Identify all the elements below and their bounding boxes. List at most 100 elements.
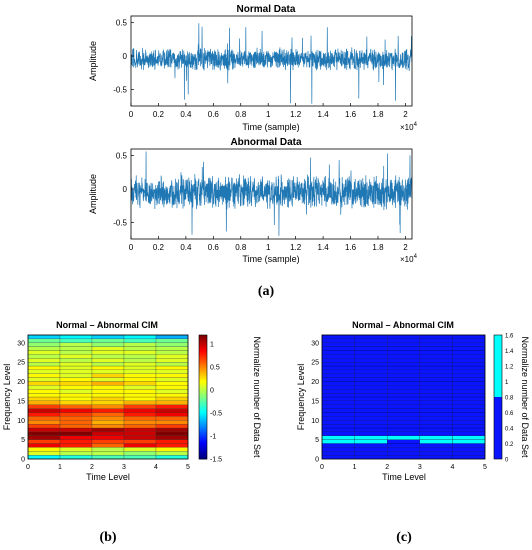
- heatmap-cell: [27, 373, 61, 378]
- chart-title: Abnormal Data: [230, 137, 302, 148]
- heatmap-cell: [321, 412, 355, 417]
- colorbar-segment: [199, 438, 207, 441]
- x-exponent: ×104: [400, 122, 418, 132]
- heatmap-cell: [91, 350, 125, 355]
- heatmap-cell: [452, 362, 486, 367]
- heatmap-cell: [91, 435, 125, 440]
- caption-a: (a): [258, 284, 275, 299]
- colorbar-segment: [199, 347, 207, 350]
- heatmap-cell: [452, 455, 486, 460]
- heatmap-cell: [387, 389, 420, 394]
- heatmap-cell: [452, 412, 486, 417]
- heatmap-cell: [321, 338, 355, 343]
- colorbar-segment: [199, 403, 207, 406]
- abnormal-data-plot: Abnormal Data 0.5 0 -0.5 0 0.2 0.4 0.6 0.8 1 1.2…: [88, 137, 418, 264]
- heatmap-cell: [419, 354, 453, 359]
- heatmap-cell: [91, 393, 125, 398]
- colorbar-segment: [199, 454, 207, 458]
- heatmap-cell: [354, 396, 388, 401]
- heatmap-cell: [91, 439, 125, 444]
- heatmap-cell: [27, 381, 61, 386]
- heatmap-cell: [387, 346, 420, 351]
- heatmap-cell: [59, 443, 93, 448]
- colorbar-segment: [199, 444, 207, 447]
- colorbar-tick-labels: 1 0.5 0 -0.5 -1 -1.5: [210, 342, 222, 464]
- heatmap-cell: [354, 334, 388, 339]
- heatmap-cell: [91, 404, 125, 409]
- heatmap-cell: [27, 334, 61, 339]
- x-tick-label: 1.6: [345, 110, 357, 119]
- heatmap-cell: [321, 435, 355, 440]
- colorbar-segment: [199, 434, 207, 437]
- heatmap-cell: [419, 373, 453, 378]
- colorbar-tick-label: 0.5: [210, 365, 220, 372]
- signal-line: [130, 23, 413, 104]
- heatmap-cell: [452, 369, 486, 374]
- colorbar-segment: [199, 413, 207, 416]
- colorbar-segment: [199, 425, 207, 429]
- heatmap-cell: [387, 369, 420, 374]
- colorbar-segment: [199, 428, 207, 431]
- heatmap-cell: [354, 439, 388, 444]
- heatmap-cell: [155, 455, 189, 460]
- heatmap-cell: [123, 396, 157, 401]
- heatmap-cell: [155, 373, 189, 378]
- heatmap-cell: [91, 354, 125, 359]
- heatmap-cell: [419, 435, 453, 440]
- heatmap-cell: [27, 365, 61, 370]
- heatmap-cell: [155, 451, 189, 456]
- heatmap-cell: [155, 427, 189, 432]
- heatmap-cell: [155, 377, 189, 382]
- heatmap-cell: [387, 447, 420, 452]
- colorbar-segment: [199, 409, 207, 412]
- heatmap-cell: [155, 412, 189, 417]
- colorbar-segment: [494, 397, 502, 459]
- heatmap-cell: [452, 416, 486, 421]
- heatmap-cell: [321, 369, 355, 374]
- heatmap-cell: [59, 451, 93, 456]
- heatmap-cell: [155, 334, 189, 339]
- colorbar-segment: [199, 436, 207, 439]
- heatmap-cell: [123, 369, 157, 374]
- heatmap-cell: [91, 451, 125, 456]
- heatmap-cell: [155, 435, 189, 440]
- heatmap-cell: [452, 439, 486, 444]
- colorbar-segment: [199, 337, 207, 340]
- heatmap-cell: [354, 400, 388, 405]
- heatmap-cell: [155, 420, 189, 425]
- heatmap-cell: [59, 334, 93, 339]
- heatmap-cell: [91, 369, 125, 374]
- heatmap-cell: [27, 400, 61, 405]
- x-tick-label: 1.2: [290, 243, 302, 252]
- heatmap-cell: [59, 435, 93, 440]
- colorbar-segment: [199, 388, 207, 392]
- heatmap-cell: [155, 346, 189, 351]
- heatmap-cell: [27, 354, 61, 359]
- heatmap-cell: [387, 435, 420, 440]
- colorbar-segment: [199, 452, 207, 456]
- heatmap-cell: [419, 396, 453, 401]
- heatmap-cell: [321, 381, 355, 386]
- heatmap-cell: [59, 358, 93, 363]
- heatmap-cells: [321, 334, 486, 460]
- heatmap-cell: [123, 451, 157, 456]
- y-tick-labels: 0.5 0 -0.5: [113, 152, 127, 228]
- heatmap-cell: [123, 346, 157, 351]
- x-tick-label: 1: [266, 110, 271, 119]
- heatmap-cell: [123, 362, 157, 367]
- heatmap-cell: [27, 431, 61, 436]
- heatmap-cell: [387, 427, 420, 432]
- heatmap-cell: [59, 338, 93, 343]
- heatmap-cell: [387, 342, 420, 347]
- plot-frame: [130, 15, 413, 107]
- heatmap-cell: [354, 377, 388, 382]
- colorbar-segment: [199, 357, 207, 361]
- heatmap-cell: [321, 439, 355, 444]
- y-tick-label: 0.5: [116, 152, 128, 161]
- colorbar-segment: [199, 448, 207, 452]
- heatmap-cell: [123, 350, 157, 355]
- heatmap-cell: [123, 404, 157, 409]
- colorbar-label: Normalize number of Data Set: [252, 336, 262, 458]
- heatmap-cell: [387, 431, 420, 436]
- heatmap-cell: [59, 354, 93, 359]
